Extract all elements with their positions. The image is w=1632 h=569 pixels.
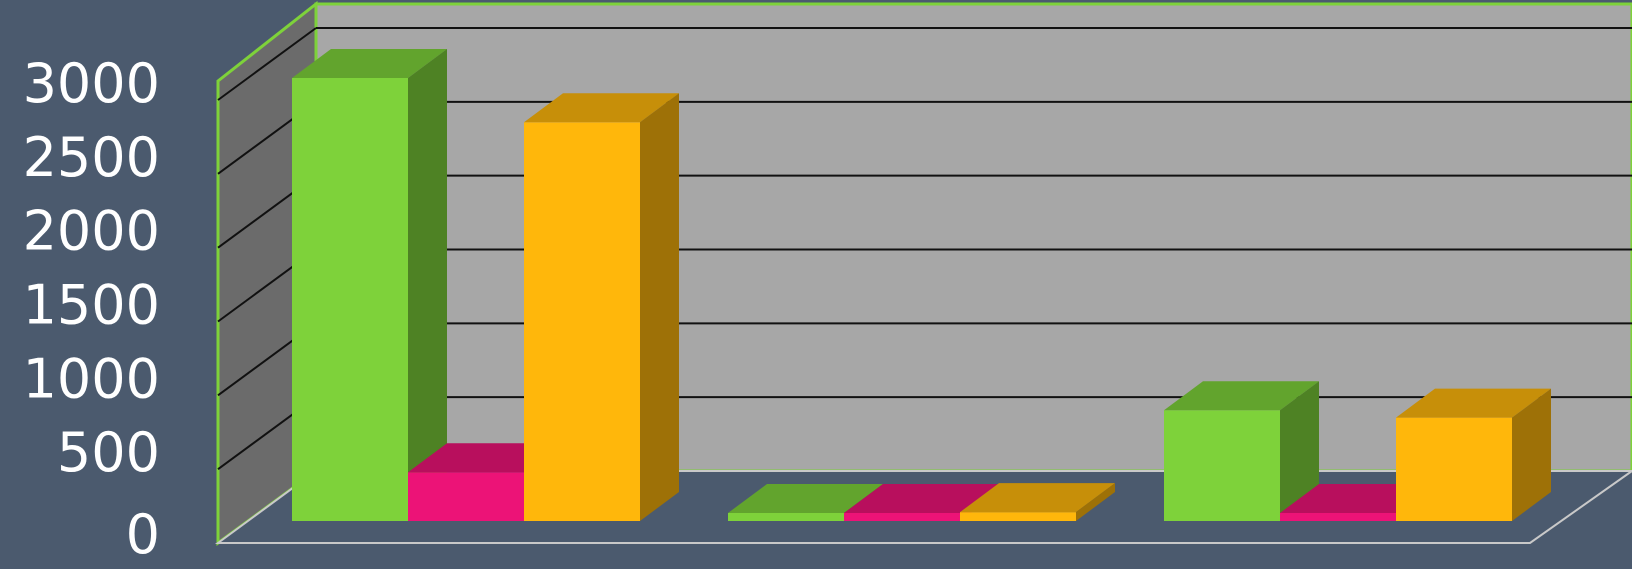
- bar-s2-c1: [960, 483, 1115, 521]
- y-axis-ticks: 0 500 1000 1500 2000 2500 3000: [23, 52, 160, 566]
- bar-side-s0-c0: [408, 49, 447, 521]
- bar-front-s0-c1: [728, 513, 844, 521]
- bar-top-s0-c1: [728, 484, 883, 513]
- y-tick-label-1500: 1500: [23, 274, 160, 337]
- bar-top-s0-c2: [1164, 381, 1319, 411]
- y-tick-label-0: 0: [126, 503, 160, 566]
- bar-side-s2-c0: [640, 93, 679, 522]
- bars: [292, 49, 1551, 522]
- bar-side-s2-c2: [1512, 388, 1551, 521]
- bar-s2-c2: [1396, 388, 1551, 521]
- gridline-side-3000: [217, 27, 317, 101]
- bar-top-s1-c1: [844, 484, 999, 513]
- bar-front-s1-c2: [1280, 513, 1396, 521]
- bar-front-s2-c2: [1396, 417, 1512, 521]
- y-tick-label-3000: 3000: [23, 52, 160, 115]
- y-tick-label-2500: 2500: [23, 126, 160, 189]
- bar-front-s0-c2: [1164, 410, 1280, 521]
- y-tick-label-500: 500: [57, 421, 160, 484]
- bar-top-s2-c2: [1396, 388, 1551, 418]
- bar-s0-c2: [1164, 381, 1319, 521]
- bar-front-s0-c0: [292, 78, 408, 521]
- bar-top-s2-c1: [960, 483, 1115, 513]
- bar-front-s1-c0: [408, 472, 524, 521]
- bar-front-s2-c0: [524, 122, 640, 522]
- bar-front-s2-c1: [960, 512, 1076, 521]
- bar-s0-c0: [292, 49, 447, 521]
- bar-side-s0-c2: [1280, 381, 1319, 521]
- bar-top-s2-c0: [524, 93, 679, 123]
- y-tick-label-1000: 1000: [23, 347, 160, 410]
- bar-s2-c0: [524, 93, 679, 522]
- y-tick-label-2000: 2000: [23, 200, 160, 263]
- bar-side-s2-c1: [1076, 483, 1115, 521]
- bar-top-s0-c0: [292, 49, 447, 78]
- bar-front-s1-c1: [844, 513, 960, 521]
